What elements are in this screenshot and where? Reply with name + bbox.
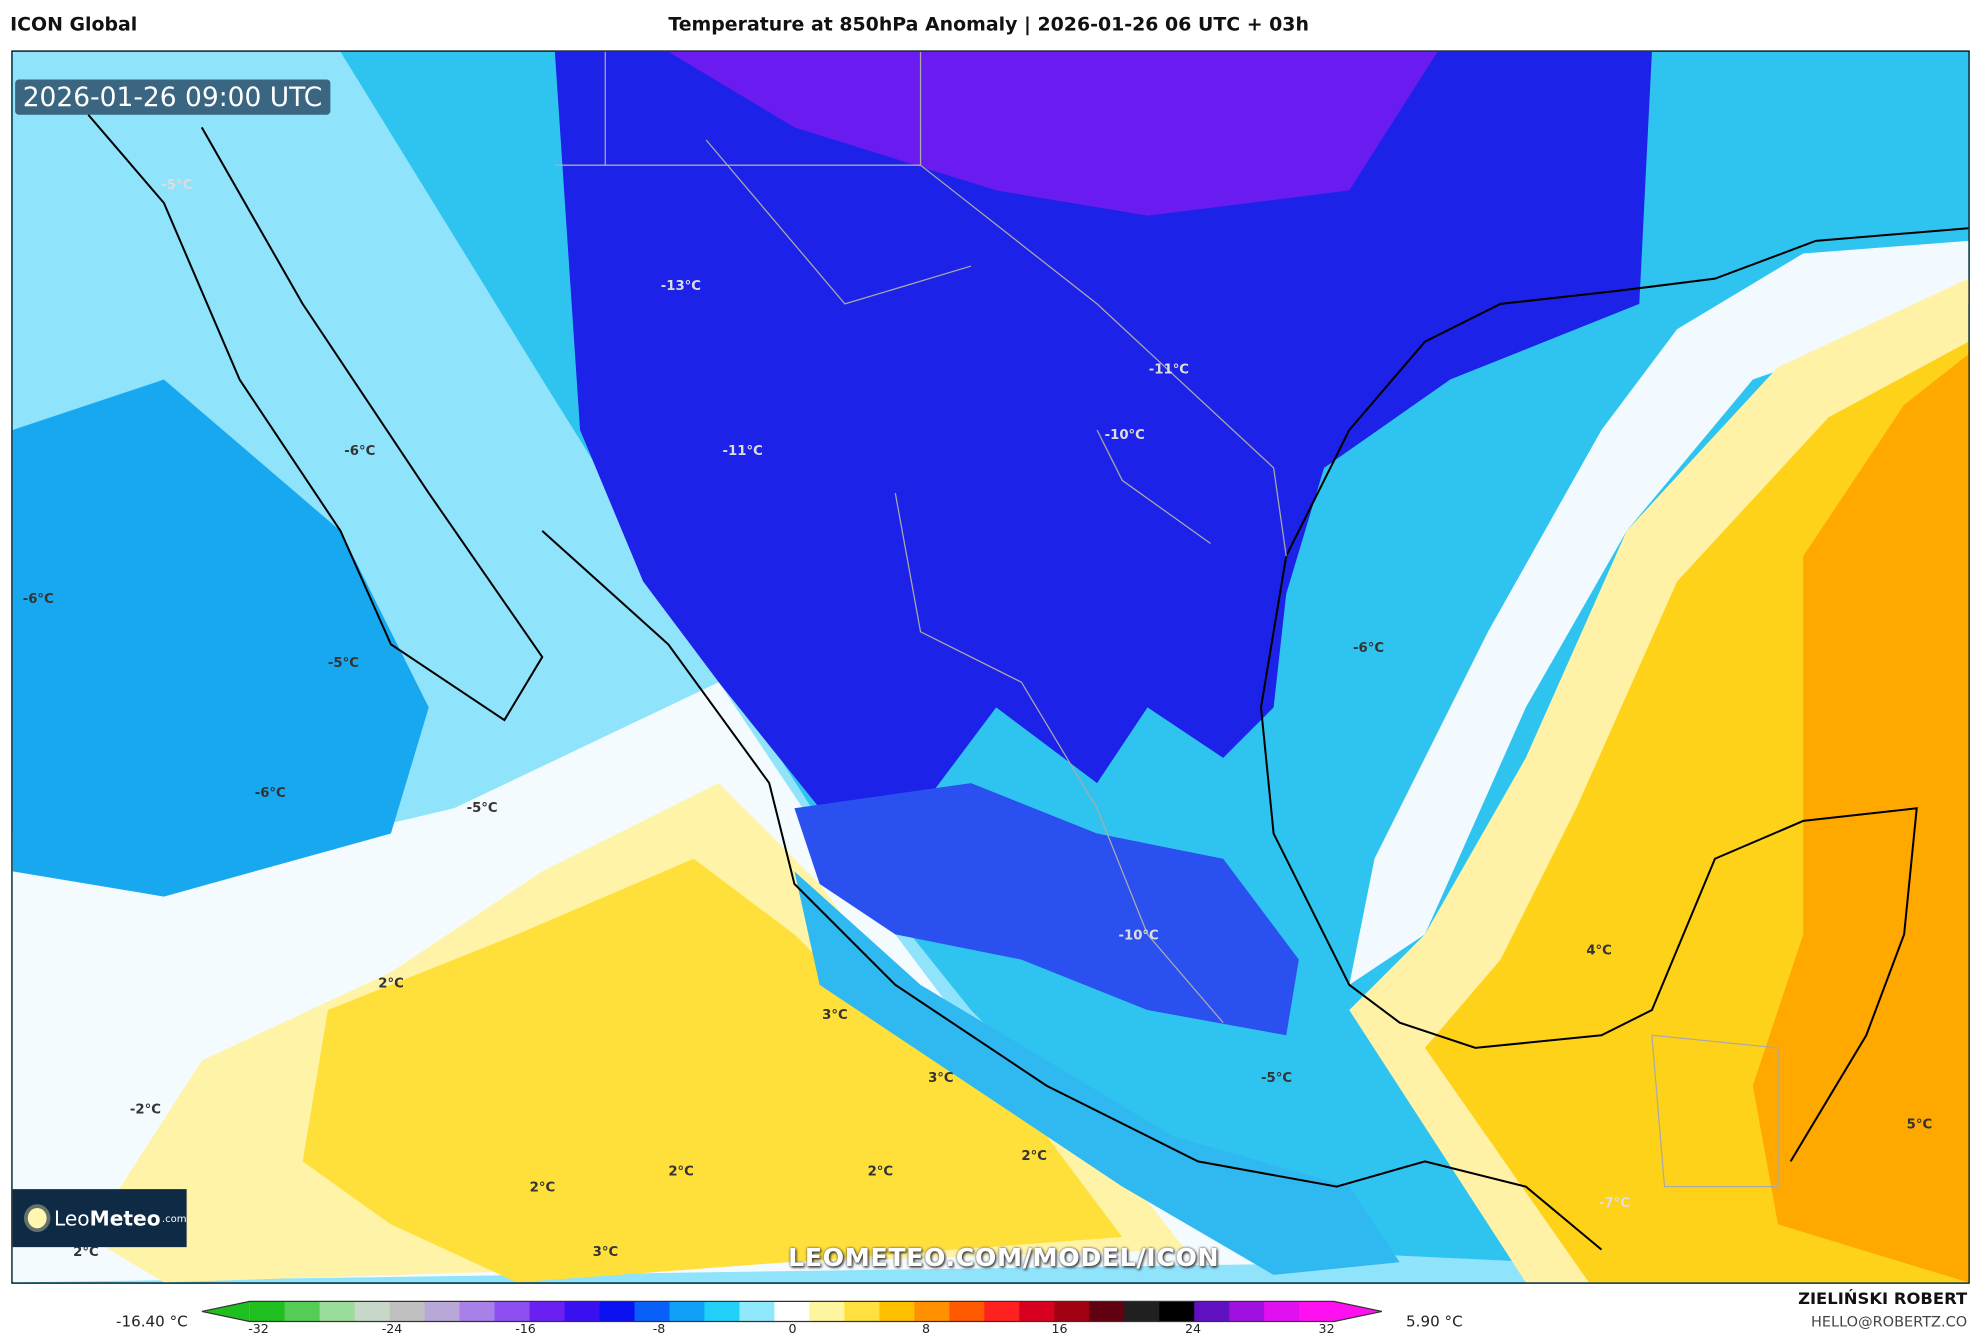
colorbar-tick-label: -16 <box>515 1322 536 1337</box>
blue-south <box>794 783 1299 1036</box>
colorbar-swatch <box>389 1301 426 1322</box>
yellow-bl <box>302 858 1123 1283</box>
colorbar-low-arrow <box>201 1301 250 1322</box>
colorbar-swatch <box>1229 1301 1265 1322</box>
colorbar-swatch <box>739 1301 776 1322</box>
cyan-sw-coast <box>794 871 1400 1275</box>
author-email: HELLO@ROBERTZ.CO <box>1810 1312 1968 1331</box>
colorbar-swatch <box>984 1301 1020 1322</box>
contour-label: -5°C <box>1261 1070 1293 1086</box>
deep-blue-north <box>554 51 1652 809</box>
contour-label: 4°C <box>1586 943 1612 959</box>
colorbar-swatch <box>634 1301 671 1322</box>
colorbar-swatch <box>459 1301 496 1322</box>
colorbar-swatch <box>1299 1301 1335 1322</box>
borders <box>554 51 1779 1188</box>
colorbar-swatch <box>704 1301 741 1322</box>
contour-label: 2°C <box>529 1180 556 1196</box>
colorbar-outline <box>201 1300 1383 1323</box>
colorbar-swatch <box>424 1301 461 1322</box>
colorbar-swatch <box>1054 1301 1090 1322</box>
colorbar-swatch <box>809 1301 846 1322</box>
colorbar-swatch <box>1264 1301 1300 1322</box>
colorbar-swatch <box>494 1301 531 1322</box>
contour-label: -11°C <box>722 443 763 460</box>
leometeo-logo: Leo Meteo .com <box>12 1189 187 1248</box>
contour-label: -6°C <box>254 785 286 801</box>
colorbar-min-label: -16.40 °C <box>116 1312 188 1331</box>
cold-left-region <box>12 379 429 897</box>
colorbar-swatch <box>949 1301 985 1322</box>
coastline <box>87 114 1969 1251</box>
colorbar-swatch <box>914 1301 950 1322</box>
colorbar-swatch <box>1194 1301 1230 1322</box>
colorbar-swatch <box>284 1301 321 1322</box>
contour-label: -5°C <box>466 800 498 816</box>
colorbar-swatch <box>599 1301 636 1322</box>
colorbar-swatch <box>354 1301 391 1322</box>
colorbar-swatch <box>1159 1301 1195 1322</box>
colorbar-swatch <box>564 1301 601 1322</box>
valid-time-label: 2026-01-26 09:00 UTC <box>15 79 330 115</box>
watermark-url: LEOMETEO.COM/MODEL/ICON <box>788 1242 1220 1273</box>
purple-core <box>668 51 1438 216</box>
contour-label: -2°C <box>129 1102 161 1118</box>
colorbar-tick-label: -32 <box>248 1322 269 1337</box>
contour-label: 3°C <box>822 1007 848 1023</box>
contour-label: -6°C <box>1353 640 1385 656</box>
contour-label: 2°C <box>73 1244 99 1260</box>
chart-title: Temperature at 850hPa Anomaly | 2026-01-… <box>668 12 1309 36</box>
colorbar-swatch <box>319 1301 356 1322</box>
contour-label: -11°C <box>1148 361 1190 378</box>
contour-label: 5°C <box>1906 1117 1933 1133</box>
colorbar-tick-label: 16 <box>1051 1322 1068 1337</box>
orange-east <box>1752 354 1969 1283</box>
colorbar-max-label: 5.90 °C <box>1406 1312 1463 1331</box>
contour-label: 2°C <box>668 1163 694 1180</box>
colorbar-swatch <box>249 1301 286 1322</box>
colorbar-swatch <box>844 1301 880 1322</box>
author-credit: ZIELIŃSKI ROBERT HELLO@ROBERTZ.CO <box>1798 1290 1967 1330</box>
colorbar-swatch <box>1124 1301 1160 1322</box>
colorbar-tick-label: -24 <box>381 1322 403 1337</box>
model-name: ICON Global <box>10 12 138 36</box>
contour-label: -6°C <box>344 443 376 460</box>
contour-label: -13°C <box>660 278 702 294</box>
colorbar-tick-label: 8 <box>922 1322 931 1337</box>
contour-label: 2°C <box>867 1163 894 1180</box>
contour-label: -10°C <box>1118 928 1159 944</box>
contour-label: 3°C <box>592 1244 619 1260</box>
contour-label: 3°C <box>928 1070 954 1086</box>
contour-label: 2°C <box>1021 1148 1047 1164</box>
colorbar <box>201 1300 1383 1323</box>
colorbar-swatch <box>1089 1301 1125 1322</box>
colorbar-tick-label: 24 <box>1185 1322 1202 1337</box>
contour-label: -7°C <box>1598 1195 1631 1211</box>
colorbar-tick-label: 32 <box>1318 1322 1335 1337</box>
colorbar-tick-label: 0 <box>788 1322 797 1337</box>
colorbar-swatch <box>879 1301 915 1322</box>
colorbar-swatch <box>774 1301 811 1322</box>
colorbar-swatch <box>529 1301 566 1322</box>
colorbar-tick-label: -8 <box>652 1322 666 1337</box>
map-fill <box>12 51 1969 1283</box>
sun-icon <box>27 1208 47 1229</box>
author-name: ZIELIŃSKI ROBERT <box>1798 1290 1968 1309</box>
anomaly-map[interactable]: 2026-01-26 09:00 UTC -5°C -13°C -11°C -1… <box>11 50 1970 1284</box>
contour-label: -5°C <box>327 655 359 671</box>
contour-label: -5°C <box>161 177 193 193</box>
colorbar-swatch <box>1019 1301 1055 1322</box>
contour-label: 2°C <box>378 976 404 992</box>
colorbar-high-arrow <box>1334 1301 1383 1322</box>
colorbar-swatch <box>669 1301 706 1322</box>
contour-label: -6°C <box>22 591 54 607</box>
contour-label: -10°C <box>1104 427 1145 443</box>
